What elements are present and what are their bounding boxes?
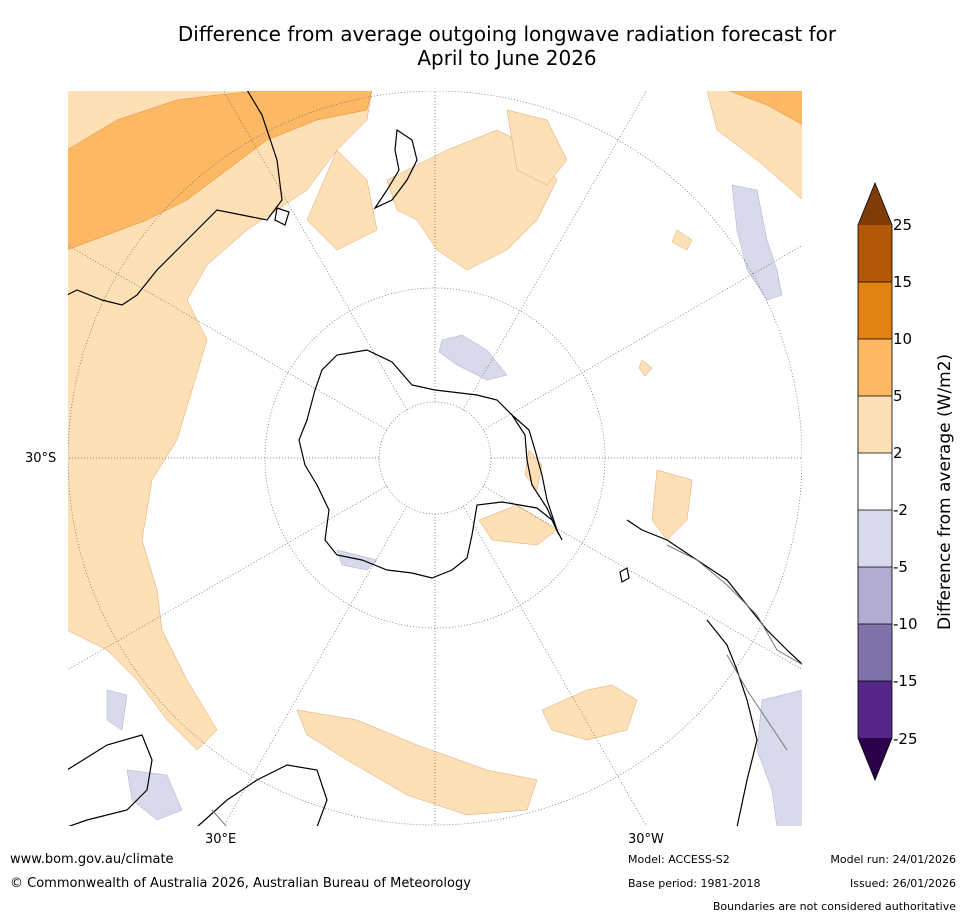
coastlines — [67, 90, 803, 827]
anomaly-positive-5-10 — [67, 90, 803, 251]
colorbar-segment-2-5 — [858, 396, 892, 453]
colorbar-segment-10-15 — [858, 282, 892, 339]
footer-base-period: Base period: 1981-2018 — [628, 877, 761, 890]
map-title: Difference from average outgoing longwav… — [67, 22, 947, 70]
boundary-lines — [211, 544, 803, 827]
footer-copyright: © Commonwealth of Australia 2026, Austra… — [10, 876, 471, 891]
colorbar-tick-m15: -15 — [893, 672, 918, 690]
polar-map — [67, 90, 803, 827]
colorbar-tick-2: 2 — [893, 444, 903, 462]
colorbar-segment-m10-m5 — [858, 567, 892, 624]
anomaly-negative-2-5 — [106, 184, 803, 827]
latitude-label-30s: 30°S — [25, 451, 57, 466]
colorbar-tick-15: 15 — [893, 273, 912, 291]
colorbar-segment-5-10 — [858, 339, 892, 396]
anomaly-positive-2-5 — [67, 90, 803, 816]
colorbar-under-arrow — [858, 738, 892, 780]
longitude-label-30e: 30°E — [205, 832, 237, 847]
footer-disclaimer: Boundaries are not considered authoritat… — [712, 900, 956, 913]
colorbar-segment-m5-m2 — [858, 510, 892, 567]
meridians — [67, 90, 803, 827]
title-line-1: Difference from average outgoing longwav… — [177, 22, 837, 46]
colorbar-title-text: Difference from average (W/m2) — [935, 353, 955, 630]
colorbar-tick-m2: -2 — [893, 501, 908, 519]
colorbar-segment-m2-2 — [858, 453, 892, 510]
colorbar-tick-m25: -25 — [893, 730, 918, 748]
footer-model: Model: ACCESS-S2 — [628, 853, 730, 866]
colorbar-tick-10: 10 — [893, 330, 912, 348]
colorbar-tick-5: 5 — [893, 387, 903, 405]
colorbar-over-arrow — [858, 183, 892, 225]
colorbar-tick-25: 25 — [893, 216, 912, 234]
colorbar-tick-m5: -5 — [893, 558, 908, 576]
longitude-label-30w: 30°W — [628, 832, 664, 847]
colorbar-segment-m15-m10 — [858, 624, 892, 681]
footer-url[interactable]: www.bom.gov.au/climate — [10, 852, 174, 867]
colorbar-segment-m25-m15 — [858, 681, 892, 738]
colorbar-segment-15-25 — [858, 225, 892, 282]
title-line-2: April to June 2026 — [417, 46, 597, 70]
colorbar-tick-m10: -10 — [893, 615, 918, 633]
footer-issued: Issued: 26/01/2026 — [849, 877, 956, 890]
footer-model-run: Model run: 24/01/2026 — [830, 853, 956, 866]
